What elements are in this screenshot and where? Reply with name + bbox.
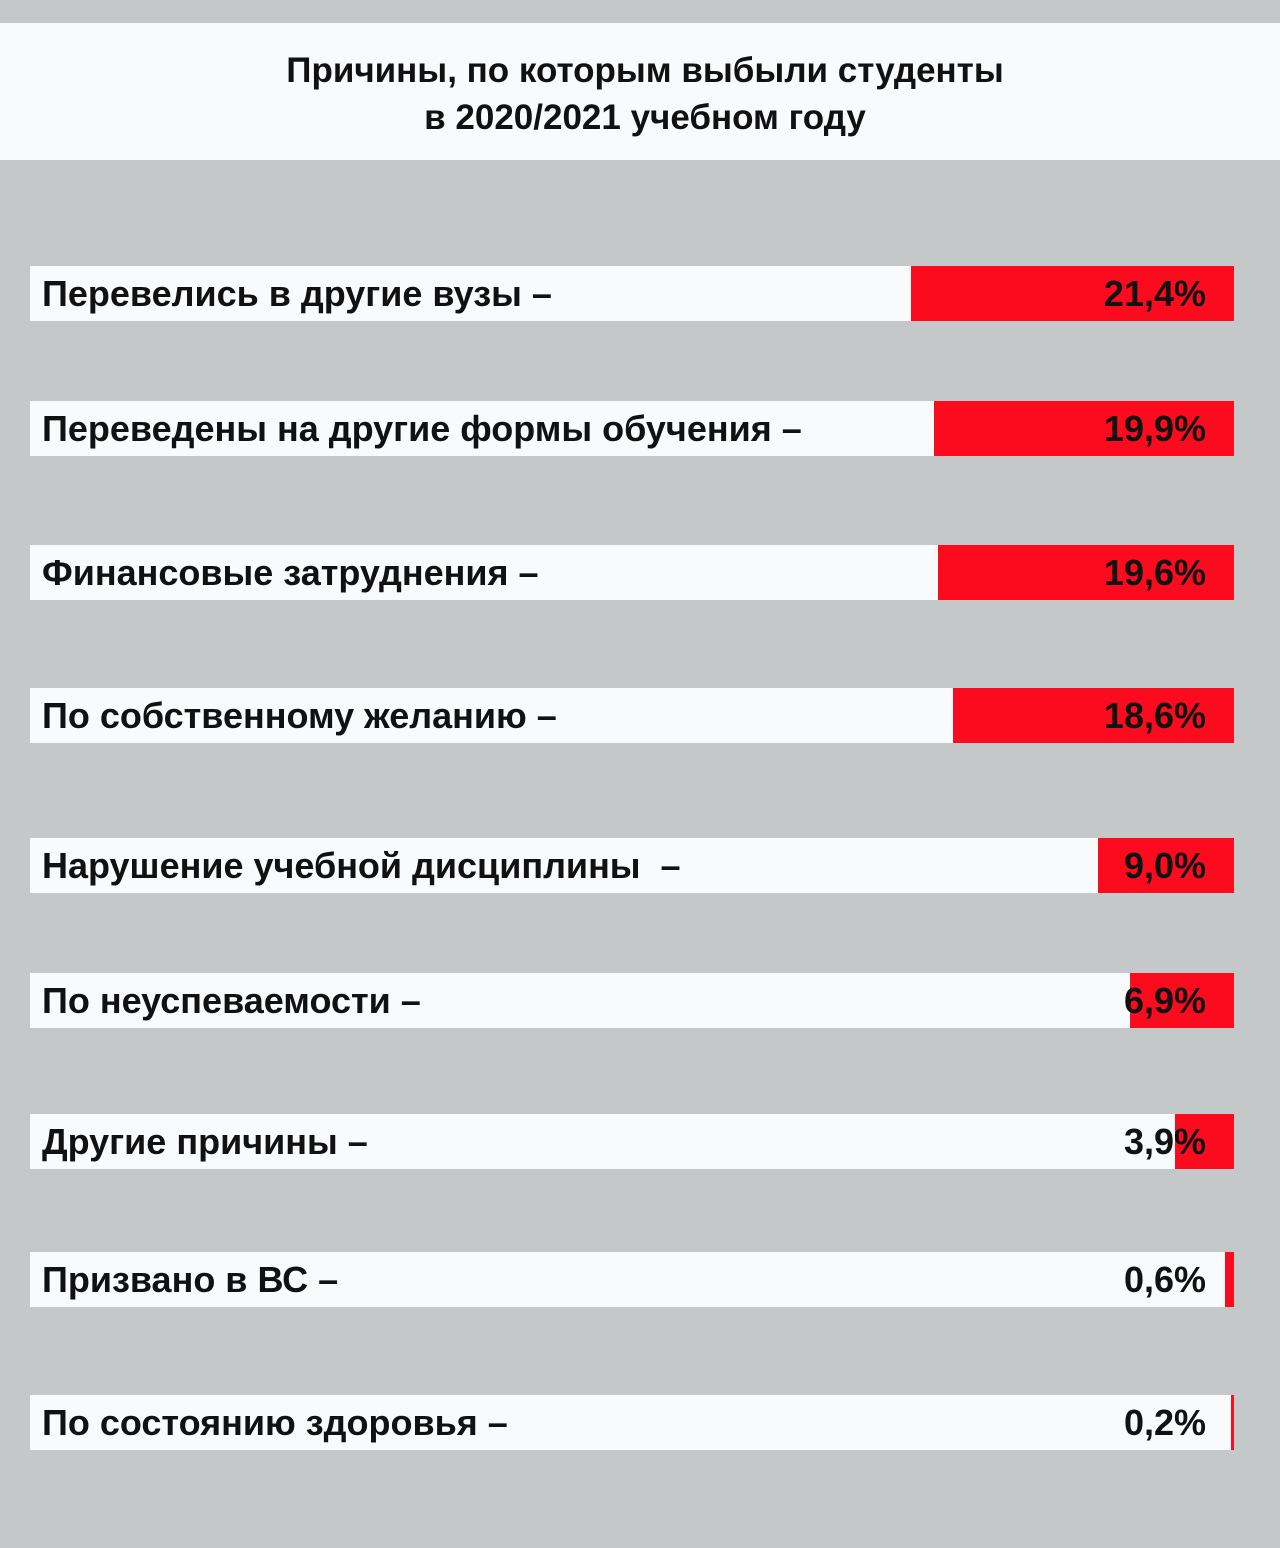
bar xyxy=(953,688,1234,743)
category-label: По собственному желанию – xyxy=(42,695,557,736)
bar-row: Финансовые затруднения – 19,6% xyxy=(30,545,1234,600)
title-panel: Причины, по которым выбыли студенты в 20… xyxy=(0,23,1280,160)
category-label: По состоянию здоровья – xyxy=(42,1402,508,1443)
bar xyxy=(1098,838,1234,893)
value-label: 6,9% xyxy=(1123,980,1206,1021)
bar-row: По состоянию здоровья – 0,2% xyxy=(30,1395,1234,1450)
bar-row: Нарушение учебной дисциплины – 9,0% xyxy=(30,838,1234,893)
category-label: По неуспеваемости – xyxy=(42,980,421,1021)
bar-row: Призвано в ВС – 0,6% xyxy=(30,1252,1234,1307)
chart-title-line-2: в 2020/2021 учебном году xyxy=(424,98,866,137)
bar xyxy=(1224,1252,1234,1307)
value-label: 19,6% xyxy=(1103,552,1206,593)
value-label: 18,6% xyxy=(1103,695,1206,736)
category-label: Нарушение учебной дисциплины – xyxy=(42,845,681,886)
bar xyxy=(933,401,1234,456)
value-label: 21,4% xyxy=(1103,273,1206,314)
value-label: 0,6% xyxy=(1123,1259,1206,1300)
chart-title-line-1: Причины, по которым выбыли студенты xyxy=(286,51,1004,90)
category-label: Финансовые затруднения – xyxy=(42,552,539,593)
category-label: Переведены на другие формы обучения – xyxy=(42,408,802,449)
bar xyxy=(938,545,1234,600)
category-label: Перевелись в другие вузы – xyxy=(42,273,552,314)
bar-row: По неуспеваемости – 6,9% xyxy=(30,973,1234,1028)
bar xyxy=(1175,1114,1234,1169)
bar-row: Перевелись в другие вузы – 21,4% xyxy=(30,266,1234,321)
category-label: Призвано в ВС – xyxy=(42,1259,339,1300)
bar xyxy=(1129,973,1234,1028)
bar xyxy=(1230,1395,1234,1450)
bar xyxy=(910,266,1234,321)
value-label: 0,2% xyxy=(1123,1402,1206,1443)
bar-row: По собственному желанию – 18,6% xyxy=(30,688,1234,743)
bar-row: Переведены на другие формы обучения – 19,… xyxy=(30,401,1234,456)
bar-row: Другие причины – 3,9% xyxy=(30,1114,1234,1169)
value-label: 9,0% xyxy=(1123,845,1206,886)
category-label: Другие причины – xyxy=(42,1121,368,1162)
value-label: 19,9% xyxy=(1103,408,1206,449)
value-label: 3,9% xyxy=(1123,1121,1206,1162)
